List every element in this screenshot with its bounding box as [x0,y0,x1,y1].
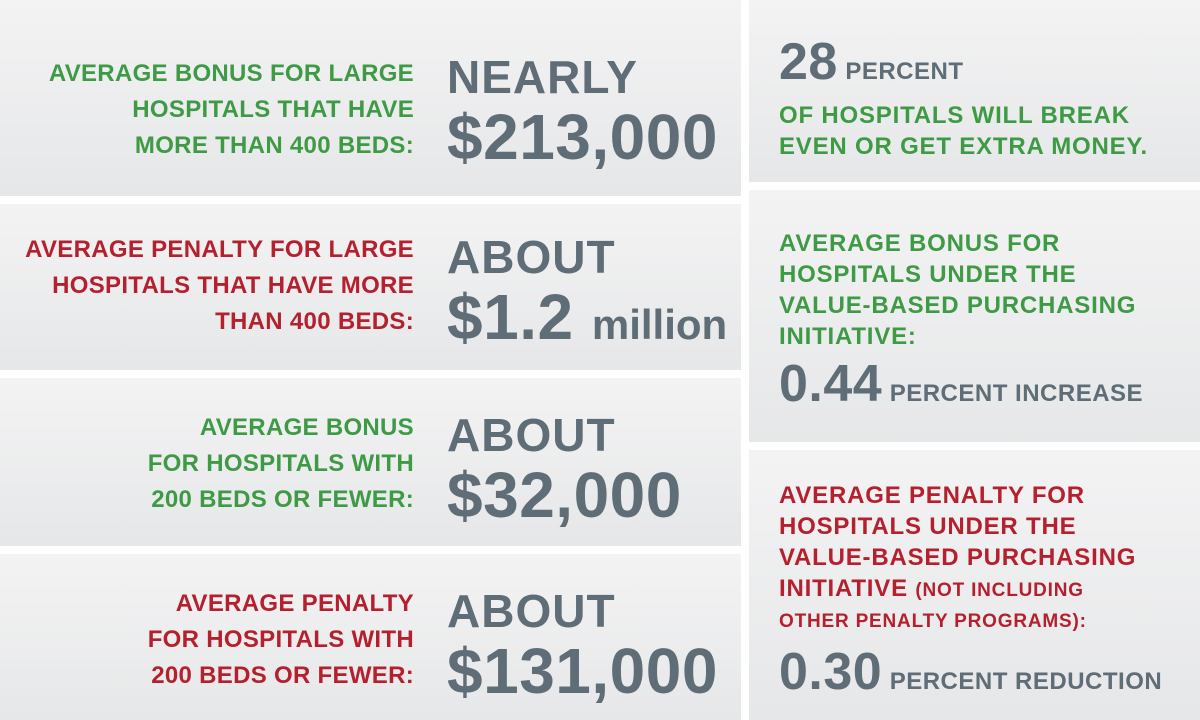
panel-break-even: 28 PERCENT OF HOSPITALS WILL BREAK EVEN … [749,0,1200,182]
figure-value: $131,000 [447,635,718,707]
vbp-bonus-figure: 0.44 PERCENT INCREASE [779,354,1189,424]
figure-value: $1.2 [447,281,574,353]
label-line: FOR HOSPITALS WITH [147,450,414,477]
label-line: INITIATIVE: [779,323,917,350]
label-line: HOSPITALS UNDER THE [779,513,1077,540]
vbp-penalty-figure: 0.30 PERCENT REDUCTION [779,642,1189,712]
label-line: MORE THAN 400 BEDS: [134,132,414,159]
small-bonus-label: AVERAGE BONUS FOR HOSPITALS WITH 200 BED… [0,410,414,518]
label-line: AVERAGE PENALTY [175,590,414,617]
break-even-headline: 28 PERCENT [779,34,1189,100]
vbp-bonus-label: AVERAGE BONUS FOR HOSPITALS UNDER THE VA… [779,228,1189,352]
panel-large-hospital-penalty: AVERAGE PENALTY FOR LARGE HOSPITALS THAT… [0,204,741,370]
figure-prefix: ABOUT [447,585,616,637]
label-line: 200 BEDS OR FEWER: [151,662,414,689]
vbp-bonus-number: 0.44 [779,355,883,413]
large-bonus-label: AVERAGE BONUS FOR LARGE HOSPITALS THAT H… [0,56,414,164]
label-line: HOSPITALS THAT HAVE [132,96,414,123]
small-penalty-figure: ABOUT $131,000 [447,586,718,706]
small-penalty-label: AVERAGE PENALTY FOR HOSPITALS WITH 200 B… [0,586,414,694]
large-penalty-figure: ABOUT $1.2 million [447,232,727,360]
figure-suffix: million [591,301,728,348]
figure-value-row: $1.2 million [447,282,727,360]
figure-value: $32,000 [447,459,682,531]
vbp-penalty-label: AVERAGE PENALTY FOR HOSPITALS UNDER THE … [779,480,1189,637]
penalty-note: (NOT INCLUDING [915,580,1084,601]
label-line: 200 BEDS OR FEWER: [151,486,414,513]
label-line: AVERAGE BONUS FOR LARGE [48,60,414,87]
label-line: VALUE-BASED PURCHASING [779,544,1137,571]
large-penalty-label: AVERAGE PENALTY FOR LARGE HOSPITALS THAT… [0,232,414,340]
label-line: HOSPITALS THAT HAVE MORE [52,272,414,299]
figure-prefix: ABOUT [447,231,616,283]
panel-large-hospital-bonus: AVERAGE BONUS FOR LARGE HOSPITALS THAT H… [0,0,741,196]
label-line: INITIATIVE (NOT INCLUDING [779,573,1189,606]
label-line: AVERAGE PENALTY FOR [779,482,1085,509]
label-line: FOR HOSPITALS WITH [147,626,414,653]
figure-prefix: NEARLY [447,51,638,103]
label-line: VALUE-BASED PURCHASING [779,292,1137,319]
break-even-block: 28 PERCENT OF HOSPITALS WILL BREAK EVEN … [779,34,1189,162]
vbp-penalty-unit: PERCENT REDUCTION [889,668,1163,695]
label-line: AVERAGE PENALTY FOR LARGE [25,236,414,263]
panel-vbp-penalty: AVERAGE PENALTY FOR HOSPITALS UNDER THE … [749,450,1200,720]
panel-small-hospital-penalty: AVERAGE PENALTY FOR HOSPITALS WITH 200 B… [0,554,741,720]
label-line-main: INITIATIVE [779,575,908,602]
break-even-line: EVEN OR GET EXTRA MONEY. [779,133,1149,160]
break-even-number: 28 [779,33,838,91]
label-line: AVERAGE BONUS [199,414,414,441]
vbp-bonus-unit: PERCENT INCREASE [889,380,1144,407]
small-bonus-figure: ABOUT $32,000 [447,410,682,530]
figure-value: $213,000 [447,101,718,173]
label-line: THAN 400 BEDS: [215,308,414,335]
penalty-note: OTHER PENALTY PROGRAMS): [779,611,1087,632]
label-line: AVERAGE BONUS FOR [779,230,1061,257]
break-even-line: OF HOSPITALS WILL BREAK [779,102,1130,129]
vbp-penalty-number: 0.30 [779,643,883,701]
large-bonus-figure: NEARLY $213,000 [447,52,718,172]
panel-small-hospital-bonus: AVERAGE BONUS FOR HOSPITALS WITH 200 BED… [0,378,741,546]
panel-vbp-bonus: AVERAGE BONUS FOR HOSPITALS UNDER THE VA… [749,190,1200,442]
figure-prefix: ABOUT [447,409,616,461]
break-even-unit: PERCENT [845,58,964,85]
label-line: HOSPITALS UNDER THE [779,261,1077,288]
